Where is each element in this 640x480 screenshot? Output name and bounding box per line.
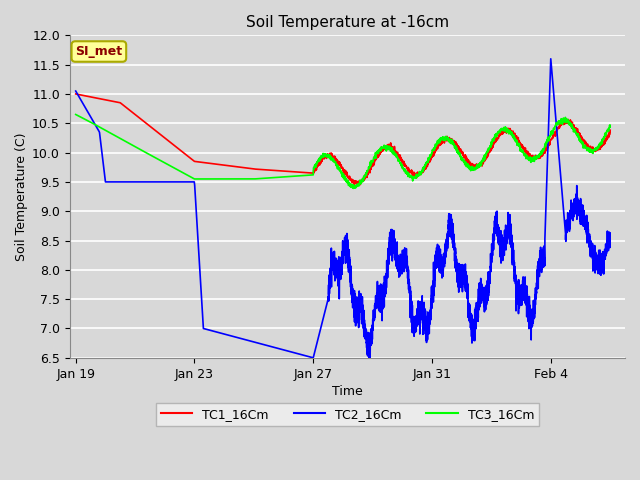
X-axis label: Time: Time <box>332 384 363 398</box>
Y-axis label: Soil Temperature (C): Soil Temperature (C) <box>15 132 28 261</box>
Legend: TC1_16Cm, TC2_16Cm, TC3_16Cm: TC1_16Cm, TC2_16Cm, TC3_16Cm <box>156 403 539 426</box>
Text: SI_met: SI_met <box>76 45 122 58</box>
Title: Soil Temperature at -16cm: Soil Temperature at -16cm <box>246 15 449 30</box>
